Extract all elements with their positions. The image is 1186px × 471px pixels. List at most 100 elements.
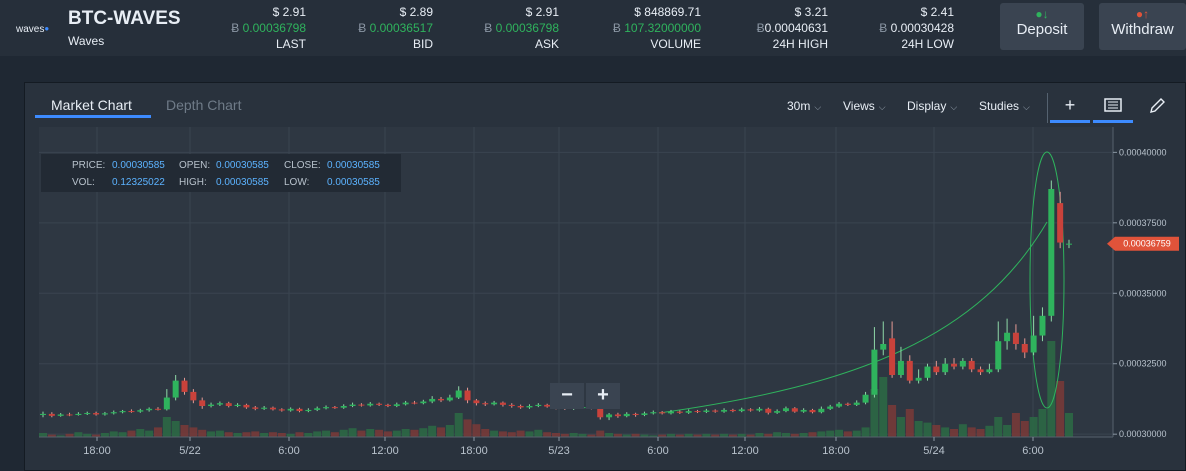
volume-bar: [728, 434, 737, 437]
price-value: 0.00030585: [112, 160, 165, 171]
volume-bar: [224, 432, 233, 437]
volume-bar: [401, 429, 410, 437]
candle-body: [146, 408, 153, 411]
candle-body: [225, 403, 232, 406]
display-dropdown[interactable]: Display ⌵: [907, 99, 958, 113]
volume-bar: [74, 432, 83, 437]
candle-body: [632, 413, 639, 416]
volume-bar: [631, 433, 640, 437]
candle-body: [791, 408, 798, 412]
x-tick-label: 5/22: [179, 445, 200, 457]
views-dropdown[interactable]: Views ⌵: [843, 99, 886, 113]
volume-bar: [322, 430, 331, 437]
candle-body: [154, 408, 161, 410]
x-tick-label: 12:00: [731, 445, 759, 457]
candle-body: [491, 402, 498, 405]
volume-bar: [711, 434, 720, 437]
volume-bar: [605, 433, 614, 437]
deposit-label: Deposit: [1016, 21, 1068, 38]
close-value: 0.00030585: [327, 160, 380, 171]
deposit-button[interactable]: ●↓ Deposit: [1000, 3, 1084, 50]
price-tag-shape: [1107, 236, 1179, 251]
volume-bar: [781, 433, 790, 437]
tab-market-chart[interactable]: Market Chart: [51, 97, 132, 113]
volume-bar: [861, 427, 870, 437]
stat-bid: $ 2.89 Ƀ 0.00036517 BID: [358, 5, 433, 51]
candle-body: [243, 404, 250, 408]
y-tick-label: 0.00030000: [1119, 429, 1167, 439]
candle-body: [623, 413, 630, 417]
chevron-down-icon: ⌵: [878, 102, 886, 112]
volume-bar: [454, 413, 463, 437]
candle-body: [774, 411, 781, 413]
stat-usd: $ 2.89: [399, 5, 433, 19]
volume-bar: [481, 429, 490, 437]
candle-body: [208, 404, 215, 406]
volume-bar: [463, 419, 472, 437]
withdraw-button[interactable]: ●↑ Withdraw: [1099, 3, 1186, 50]
volume-bar: [286, 433, 295, 437]
studies-dropdown[interactable]: Studies ⌵: [979, 99, 1030, 113]
volume-bar: [985, 425, 994, 437]
candle-body: [977, 369, 984, 373]
volume-bar: [1056, 381, 1065, 437]
candle-body: [199, 400, 206, 406]
interval-dropdown[interactable]: 30m ⌵: [787, 99, 822, 113]
volume-bar: [233, 433, 242, 437]
pair-name: Waves: [68, 34, 105, 48]
tab-depth-chart[interactable]: Depth Chart: [166, 97, 242, 113]
volume-bar: [136, 429, 145, 437]
candle-body: [915, 377, 922, 381]
candle-body: [411, 402, 418, 404]
zoom-out-button[interactable]: −: [550, 383, 584, 409]
x-tick-label: 6:00: [1022, 445, 1043, 457]
candle-body: [1039, 315, 1046, 336]
candle-body: [137, 410, 144, 412]
volume-bar: [525, 431, 534, 437]
volume-bar: [507, 432, 516, 437]
volume-bar: [967, 427, 976, 437]
volume-bar: [162, 417, 171, 437]
volume-bar: [357, 430, 366, 437]
candle-body: [721, 409, 728, 412]
candle-body: [464, 390, 471, 401]
volume-bar: [675, 434, 684, 437]
volume-bar: [83, 433, 92, 437]
volume-bar: [843, 431, 852, 437]
volume-bar: [348, 428, 357, 437]
stat-usd: $ 848869.71: [634, 5, 701, 19]
x-tick-label: 5/24: [923, 445, 944, 457]
stat-label: 24H LOW: [901, 37, 954, 51]
y-tick-label: 0.00032500: [1119, 359, 1167, 369]
candle-body: [1057, 203, 1064, 243]
candle-body: [1066, 243, 1072, 245]
candle-body: [482, 403, 489, 405]
close-label: CLOSE:: [284, 160, 321, 171]
volume-bar: [392, 430, 401, 437]
candle-body: [455, 390, 462, 398]
withdraw-label: Withdraw: [1111, 21, 1174, 38]
crosshair-icon[interactable]: +: [1050, 93, 1090, 123]
volume-bar: [313, 431, 322, 437]
ohlc-info-box: PRICE: 0.00030585 OPEN: 0.00030585 CLOSE…: [41, 154, 401, 192]
stat-last: $ 2.91 Ƀ 0.00036798 LAST: [231, 5, 306, 51]
volume-bar: [375, 429, 384, 437]
stat-label: 24H HIGH: [772, 37, 828, 51]
volume-bar: [1038, 409, 1047, 437]
candle-body: [376, 403, 383, 405]
volume-bar: [976, 429, 985, 437]
volume-bar: [207, 431, 216, 437]
volume-bar: [773, 432, 782, 437]
stat-24h-low: $ 2.41 Ƀ 0.00030428 24H LOW: [879, 5, 954, 51]
market-header: waves● BTC-WAVES Waves $ 2.91 Ƀ 0.000367…: [0, 0, 1186, 56]
volume-bar: [879, 377, 888, 437]
volume-bar: [56, 435, 65, 437]
stat-btc: 0.00036517: [369, 21, 433, 35]
candle-body: [889, 338, 896, 375]
pencil-icon[interactable]: [1137, 93, 1177, 123]
volume-bar: [1011, 413, 1020, 437]
zoom-in-button[interactable]: +: [586, 383, 620, 409]
candle-body: [1021, 344, 1028, 353]
volume-bar: [277, 433, 286, 437]
book-icon[interactable]: [1093, 93, 1133, 123]
